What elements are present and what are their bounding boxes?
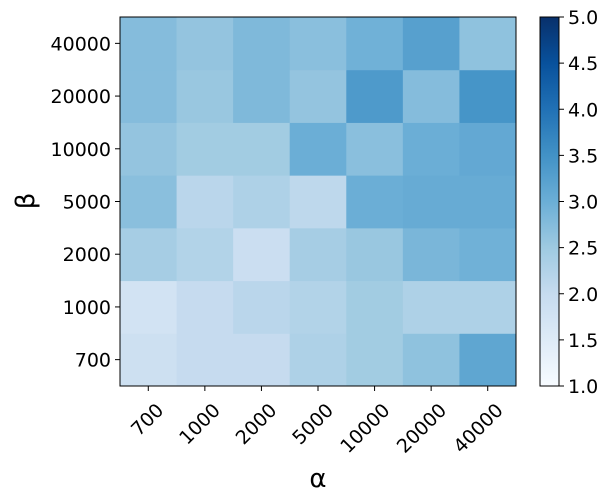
y-tick-label: 20000 bbox=[51, 86, 111, 108]
heatmap-cell bbox=[402, 227, 460, 282]
heatmap-cell bbox=[176, 175, 234, 229]
heatmap-cell bbox=[289, 227, 347, 282]
colorbar-tick-label: 1.0 bbox=[568, 376, 598, 398]
heatmap-cell bbox=[233, 17, 291, 71]
heatmap-cell bbox=[120, 175, 178, 229]
heatmap-cell bbox=[233, 333, 291, 387]
y-tick-label: 5000 bbox=[63, 192, 111, 214]
heatmap-cell bbox=[346, 175, 404, 229]
heatmap-cell bbox=[459, 17, 517, 71]
heatmap-cell bbox=[120, 227, 178, 282]
x-tick-label: 1000 bbox=[175, 399, 225, 449]
heatmap-cell bbox=[402, 333, 460, 387]
x-tick-label: 40000 bbox=[449, 399, 507, 457]
heatmap-cell bbox=[176, 333, 234, 387]
heatmap-cell bbox=[346, 17, 404, 71]
y-tick-label: 40000 bbox=[51, 33, 111, 55]
heatmap-cell bbox=[120, 122, 178, 176]
heatmap-cell bbox=[176, 280, 234, 334]
heatmap-cell bbox=[459, 175, 517, 229]
heatmap-cell bbox=[289, 280, 347, 334]
heatmap-cell bbox=[346, 122, 404, 176]
heatmap-cell bbox=[402, 69, 460, 123]
colorbar-tick-label: 4.5 bbox=[568, 53, 598, 75]
heatmap-cell bbox=[176, 17, 234, 71]
heatmap-cell bbox=[233, 122, 291, 176]
x-tick-label: 700 bbox=[127, 399, 168, 440]
heatmap-cell bbox=[459, 122, 517, 176]
x-tick-label: 5000 bbox=[288, 399, 338, 449]
heatmap-cell bbox=[233, 227, 291, 282]
colorbar-tick-label: 5.0 bbox=[568, 7, 598, 29]
x-tick-label: 20000 bbox=[393, 399, 451, 457]
heatmap-cell bbox=[346, 69, 404, 123]
colorbar-ticks: 1.0 1.5 2.0 2.5 3.0 3.5 4.0 4.5 5.0 bbox=[559, 7, 598, 398]
colorbar-tick-label: 2.5 bbox=[568, 238, 598, 260]
y-axis-label: β bbox=[11, 193, 41, 210]
heatmap-cell bbox=[289, 122, 347, 176]
colorbar bbox=[539, 16, 560, 387]
heatmap-cell bbox=[459, 69, 517, 123]
y-axis: 700 1000 2000 5000 10000 20000 40000 bbox=[51, 33, 120, 372]
heatmap-cell bbox=[289, 175, 347, 229]
x-tick-label: 10000 bbox=[336, 399, 394, 457]
colorbar-tick-label: 1.5 bbox=[568, 330, 598, 352]
heatmap-cell bbox=[289, 17, 347, 71]
heatmap-cell bbox=[459, 227, 517, 282]
x-axis-label: α bbox=[309, 464, 326, 494]
heatmap-cell bbox=[346, 227, 404, 282]
y-tick-label: 2000 bbox=[63, 244, 111, 266]
heatmap-cell bbox=[233, 175, 291, 229]
heatmap-cell bbox=[289, 69, 347, 123]
heatmap-cell bbox=[459, 280, 517, 334]
heatmap-cell bbox=[233, 280, 291, 334]
y-tick-label: 1000 bbox=[63, 297, 111, 319]
colorbar-tick-label: 3.5 bbox=[568, 145, 598, 167]
colorbar-tick-label: 3.0 bbox=[568, 192, 598, 214]
heatmap-cell bbox=[402, 122, 460, 176]
heatmap-cell bbox=[402, 17, 460, 71]
heatmap-cell bbox=[346, 333, 404, 387]
y-tick-label: 700 bbox=[75, 350, 111, 372]
heatmap-cells bbox=[120, 17, 517, 387]
heatmap-cell bbox=[120, 17, 178, 71]
x-tick-label: 2000 bbox=[232, 399, 282, 449]
heatmap-cell bbox=[233, 69, 291, 123]
y-tick-label: 10000 bbox=[51, 139, 111, 161]
heatmap-cell bbox=[346, 280, 404, 334]
heatmap-cell bbox=[402, 175, 460, 229]
heatmap-cell bbox=[176, 227, 234, 282]
colorbar-tick-label: 4.0 bbox=[568, 99, 598, 121]
heatmap-cell bbox=[459, 333, 517, 387]
heatmap-cell bbox=[402, 280, 460, 334]
colorbar-tick-label: 2.0 bbox=[568, 284, 598, 306]
heatmap-cell bbox=[289, 333, 347, 387]
heatmap-cell bbox=[120, 280, 178, 334]
heatmap-cell bbox=[120, 333, 178, 387]
heatmap-cell bbox=[120, 69, 178, 123]
heatmap-cell bbox=[176, 122, 234, 176]
heatmap-cell bbox=[176, 69, 234, 123]
